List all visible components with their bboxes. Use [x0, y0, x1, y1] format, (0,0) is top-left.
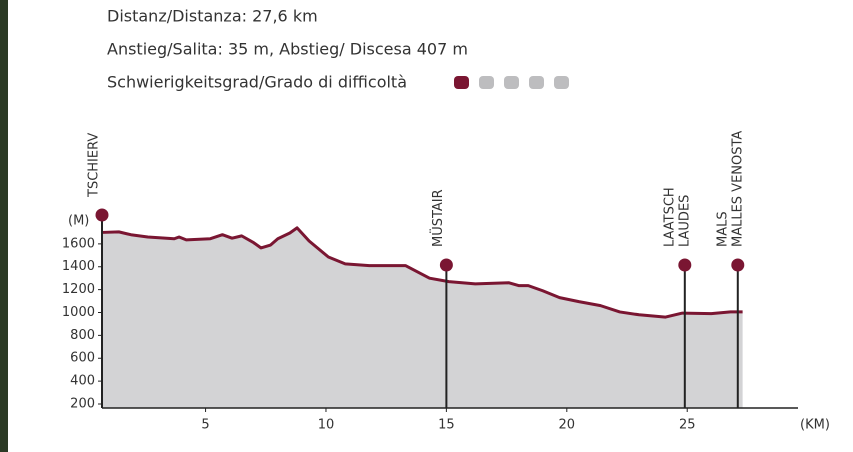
difficulty-icon	[504, 76, 519, 89]
station-label: LAATSCH	[662, 187, 677, 247]
photo-edge	[0, 0, 8, 452]
station-label: TSCHIERV	[87, 133, 102, 198]
area	[102, 228, 743, 408]
station-dot	[731, 259, 744, 272]
y-tick-label: 600	[70, 351, 95, 366]
distance: Distanz/Distanza: 27,6 km	[107, 7, 318, 26]
x-tick-label: 15	[438, 418, 455, 433]
x-unit: (KM)	[800, 418, 830, 433]
x-tick-label: 5	[201, 418, 209, 433]
y-tick-label: 800	[70, 328, 95, 343]
x-tick-label: 10	[318, 418, 335, 433]
station-dot	[678, 259, 691, 272]
x-tick-label: 20	[559, 418, 576, 433]
difficulty-label: Schwierigkeitsgrad/Grado di difficoltà	[107, 73, 407, 92]
y-tick-label: 1200	[62, 282, 95, 297]
y-tick-label: 1400	[62, 259, 95, 274]
station-label: MALS	[715, 211, 730, 247]
y-tick-label: 400	[70, 374, 95, 389]
station-label: MÜSTAIR	[429, 189, 446, 247]
difficulty-icon	[454, 76, 469, 89]
station-label: LAUDES	[677, 195, 692, 247]
difficulty-icon	[479, 76, 494, 89]
station-label: MALLES VENOSTA	[730, 131, 745, 247]
y-tick-label: 200	[70, 396, 95, 411]
y-unit: (M)	[68, 214, 89, 229]
chart: Distanz/Distanza: 27,6 km Anstieg/Salita…	[0, 0, 853, 452]
climb: Anstieg/Salita: 35 m, Abstieg/ Discesa 4…	[107, 40, 468, 59]
x-tick-label: 25	[679, 418, 696, 433]
station-dot	[96, 209, 109, 222]
station-dot	[440, 259, 453, 272]
difficulty-icon	[554, 76, 569, 89]
y-tick-label: 1600	[62, 236, 95, 251]
difficulty-icon	[529, 76, 544, 89]
y-tick-label: 1000	[62, 305, 95, 320]
